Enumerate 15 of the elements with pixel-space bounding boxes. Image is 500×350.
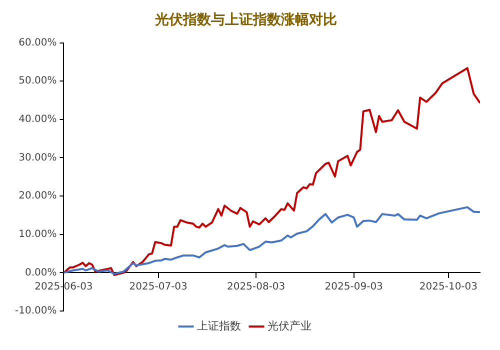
y-tick-label: 20.00% xyxy=(18,190,57,202)
x-tick-label: 2025-09-03 xyxy=(324,281,383,292)
x-tick-label: 2025-10-03 xyxy=(419,281,478,292)
y-tick-label: -10.00% xyxy=(14,306,57,317)
y-tick-label: 40.00% xyxy=(18,114,57,126)
legend-label: 光伏产业 xyxy=(268,319,312,332)
y-tick-label: 30.00% xyxy=(18,152,57,164)
y-tick-label: 50.00% xyxy=(18,76,57,87)
chart-title: 光伏指数与上证指数涨幅对比 xyxy=(154,12,337,28)
y-tick-label: 0.00% xyxy=(24,267,57,278)
x-tick-label: 2025-08-03 xyxy=(227,281,286,292)
y-tick-label: 60.00% xyxy=(18,37,57,48)
y-tick-label: 10.00% xyxy=(18,228,57,240)
x-tick-label: 2025-07-03 xyxy=(129,281,188,292)
legend-label: 上证指数 xyxy=(197,319,241,332)
